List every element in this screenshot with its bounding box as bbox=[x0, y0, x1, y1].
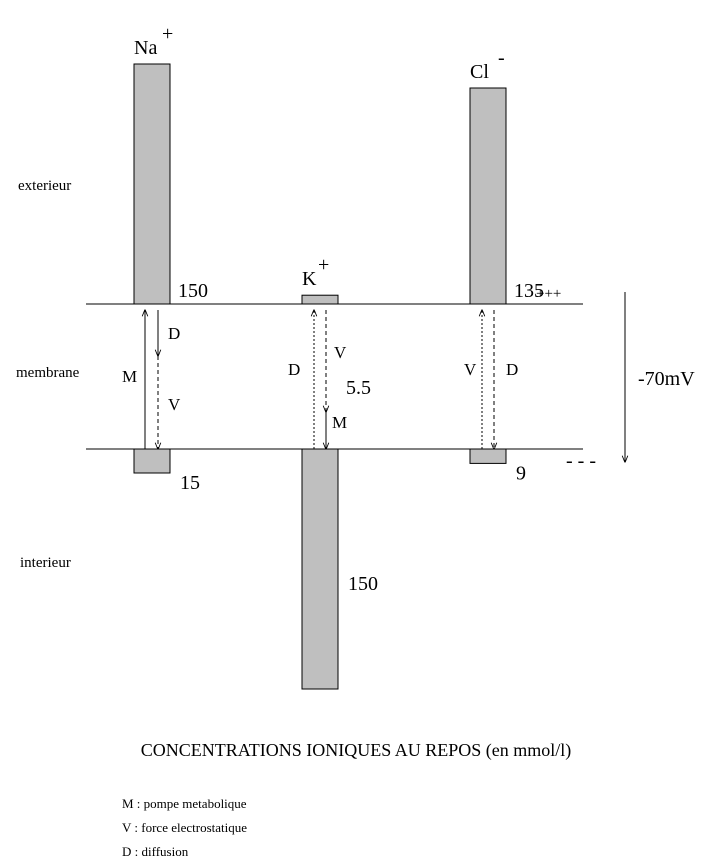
legend-item: D : diffusion bbox=[122, 844, 189, 859]
flux-label: M bbox=[122, 367, 137, 386]
flux-label: D bbox=[288, 360, 300, 379]
value-outside: 135 bbox=[514, 280, 544, 302]
flux-label: D bbox=[168, 324, 180, 343]
bar-inside bbox=[301, 448, 339, 690]
title: CONCENTRATIONS IONIQUES AU REPOS (en mmo… bbox=[141, 740, 572, 761]
bar-outside bbox=[469, 87, 507, 305]
region-label: interieur bbox=[20, 555, 71, 571]
bar-outside bbox=[301, 294, 339, 305]
bar-outside bbox=[133, 63, 171, 305]
value-inside: 9 bbox=[516, 462, 526, 484]
value-outside: 5.5 bbox=[346, 377, 371, 399]
flux-label: V bbox=[168, 395, 181, 414]
region-label: membrane bbox=[16, 365, 80, 381]
outside-charge: +++ bbox=[536, 286, 561, 302]
ion-name: Cl bbox=[470, 61, 489, 83]
value-outside: 150 bbox=[178, 280, 208, 302]
inside-charge: - - - bbox=[566, 450, 596, 472]
ion-charge: - bbox=[498, 47, 505, 69]
bar-inside bbox=[133, 448, 171, 474]
ion-charge: + bbox=[318, 254, 329, 276]
bar-inside bbox=[469, 448, 507, 464]
ion-name: Na bbox=[134, 37, 157, 59]
flux-label: V bbox=[334, 343, 347, 362]
ion-name: K bbox=[302, 268, 317, 290]
value-inside: 15 bbox=[180, 472, 200, 494]
legend-item: V : force electrostatique bbox=[122, 820, 247, 835]
ion-charge: + bbox=[162, 23, 173, 45]
flux-label: D bbox=[506, 360, 518, 379]
potential-label: -70mV bbox=[638, 368, 695, 390]
flux-label: V bbox=[464, 360, 477, 379]
flux-label: M bbox=[332, 413, 347, 432]
value-inside: 150 bbox=[348, 573, 378, 595]
region-label: exterieur bbox=[18, 178, 71, 194]
legend-item: M : pompe metabolique bbox=[122, 796, 247, 811]
